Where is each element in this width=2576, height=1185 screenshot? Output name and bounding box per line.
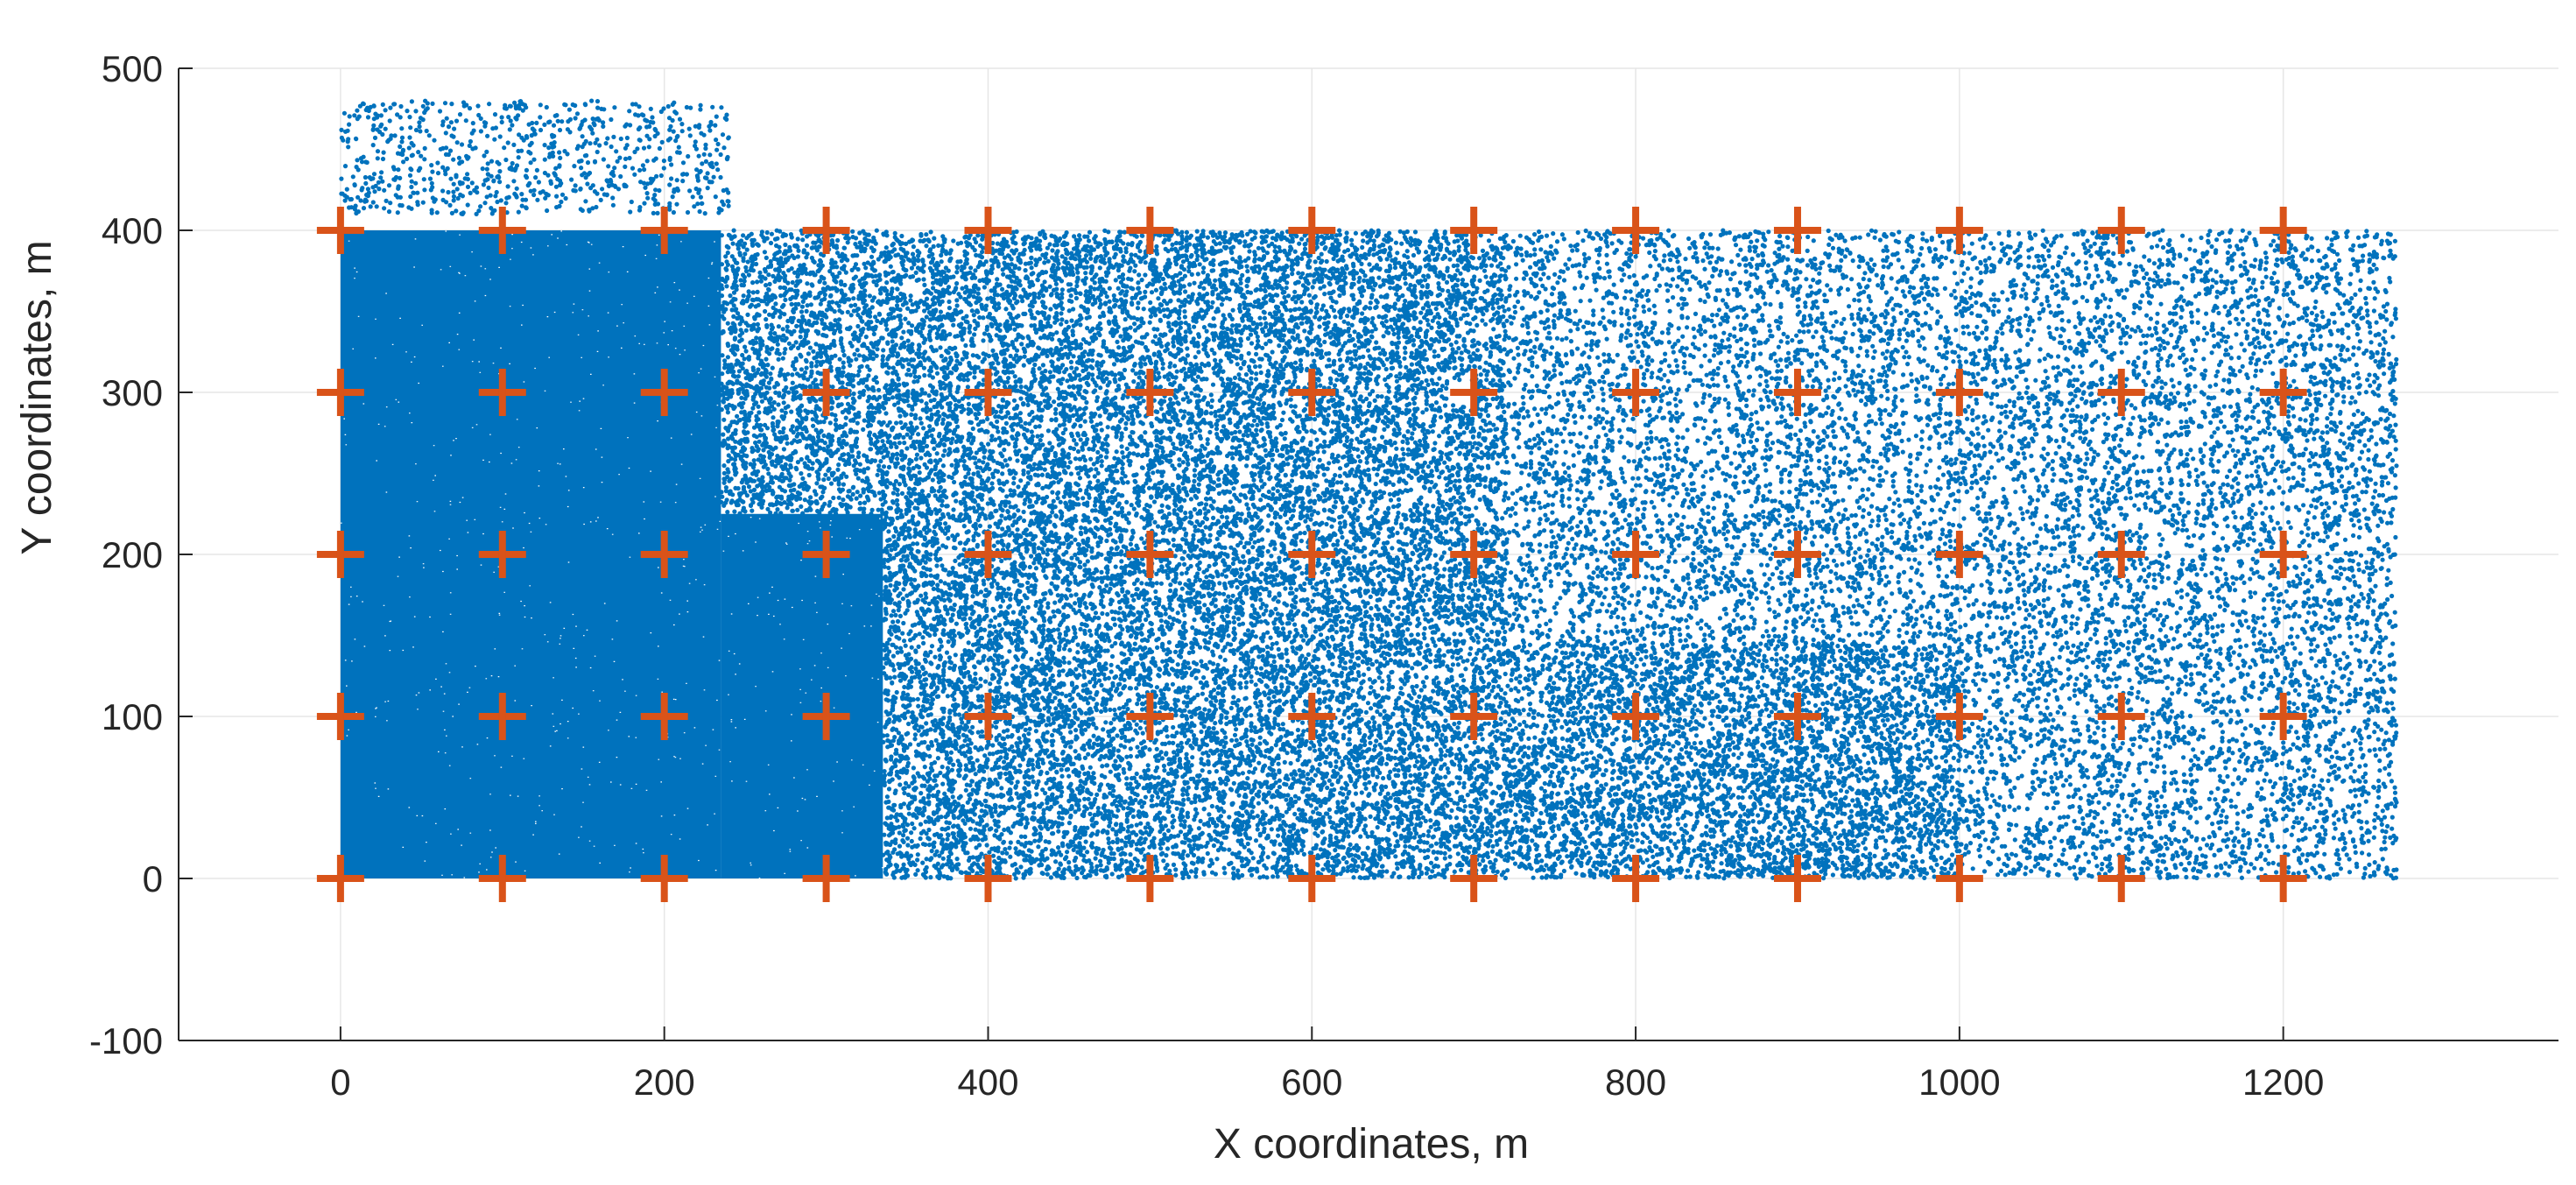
grid-point-marker: [1935, 207, 1983, 254]
grid-point-marker: [2097, 855, 2145, 902]
grid-point-marker: [2259, 531, 2307, 578]
grid-point-marker: [1773, 855, 1821, 902]
x-axis-label: X coordinates, m: [1214, 1121, 1529, 1167]
grid-point-marker: [802, 369, 850, 416]
grid-point-marker: [802, 693, 850, 740]
grid-point-marker: [1773, 369, 1821, 416]
x-tick-label: 1200: [2242, 1062, 2324, 1103]
grid-point-marker: [640, 207, 688, 254]
grid-point-marker: [478, 531, 526, 578]
x-tick-label: 0: [330, 1062, 350, 1103]
grid-point-marker: [2259, 369, 2307, 416]
y-tick-label: -100: [89, 1020, 163, 1062]
grid-point-marker: [478, 207, 526, 254]
x-tick-label: 800: [1605, 1062, 1666, 1103]
grid-point-marker: [478, 369, 526, 416]
y-tick-label: 200: [102, 534, 163, 575]
grid-point-marker: [1126, 531, 1174, 578]
point-cloud-region: [880, 228, 1509, 881]
grid-point-marker: [1935, 855, 1983, 902]
grid-point-marker: [1935, 693, 1983, 740]
grid-point-marker: [964, 693, 1012, 740]
grid-point-marker: [1450, 531, 1498, 578]
grid-point-marker: [1612, 207, 1660, 254]
grid-point-marker: [2259, 693, 2307, 740]
point-cloud-region: [1503, 228, 2399, 646]
grid-point-marker: [1288, 207, 1336, 254]
grid-point-marker: [2097, 693, 2145, 740]
grid-point-marker: [802, 207, 850, 254]
plus-layer: [316, 207, 2307, 902]
point-cloud-region: [1957, 641, 2399, 881]
grid-point-marker: [316, 369, 364, 416]
grid-point-marker: [1126, 369, 1174, 416]
grid-point-marker: [1288, 369, 1336, 416]
grid-point-marker: [964, 207, 1012, 254]
grid-point-marker: [478, 855, 526, 902]
grid-point-marker: [1288, 531, 1336, 578]
grid-point-marker: [478, 693, 526, 740]
grid-point-marker: [2097, 531, 2145, 578]
grid-point-marker: [640, 693, 688, 740]
grid-point-marker: [1450, 693, 1498, 740]
grid-point-marker: [316, 207, 364, 254]
grid-point-marker: [1450, 855, 1498, 902]
grid-point-marker: [1773, 693, 1821, 740]
point-cloud-region: [1503, 641, 1962, 881]
grid-point-marker: [964, 369, 1012, 416]
y-axis-label: Y coordinates, m: [14, 240, 60, 554]
dense-point-texture: [722, 517, 883, 879]
grid-point-marker: [2097, 207, 2145, 254]
grid-point-marker: [1126, 693, 1174, 740]
dense-point-cloud: [721, 513, 883, 878]
grid-point-marker: [1773, 207, 1821, 254]
grid-point-marker: [1126, 855, 1174, 902]
axes-layer: [178, 67, 2558, 1041]
grid-point-marker: [1612, 855, 1660, 902]
tick-label-layer: 0 200 400 600 800 1000 1200 -100 0 100 200 300 400 50…: [89, 48, 2324, 1103]
grid-point-marker: [1612, 531, 1660, 578]
grid-point-marker: [964, 531, 1012, 578]
grid-point-marker: [1288, 693, 1336, 740]
x-tick-label: 400: [957, 1062, 1018, 1103]
y-tick-label: 300: [102, 372, 163, 413]
point-cloud-region: [339, 98, 731, 216]
x-tick-label: 600: [1281, 1062, 1342, 1103]
grid-point-marker: [802, 531, 850, 578]
dense-point-texture: [341, 230, 722, 878]
x-tick-label: 200: [634, 1062, 695, 1103]
grid-point-marker: [316, 855, 364, 902]
point-cloud-region: [718, 228, 885, 517]
grid-point-marker: [802, 855, 850, 902]
grid-point-marker: [964, 855, 1012, 902]
x-tick-label: 1000: [1918, 1062, 2000, 1103]
grid-point-marker: [1612, 693, 1660, 740]
y-tick-label: 0: [143, 858, 163, 899]
grid-point-marker: [1773, 531, 1821, 578]
dots-layer: [339, 98, 2399, 881]
grid-point-marker: [1450, 207, 1498, 254]
grid-point-marker: [1126, 207, 1174, 254]
grid-point-marker: [1450, 369, 1498, 416]
grid-point-marker: [1612, 369, 1660, 416]
grid-point-marker: [2259, 207, 2307, 254]
y-tick-label: 400: [102, 210, 163, 251]
grid-point-marker: [316, 531, 364, 578]
grid-point-marker: [640, 855, 688, 902]
grid-point-marker: [2097, 369, 2145, 416]
grid-point-marker: [1935, 369, 1983, 416]
grid-point-marker: [640, 531, 688, 578]
y-tick-label: 100: [102, 696, 163, 737]
grid-point-marker: [640, 369, 688, 416]
grid-point-marker: [2259, 855, 2307, 902]
grid-point-marker: [316, 693, 364, 740]
grid-point-marker: [1935, 531, 1983, 578]
grid-point-marker: [1288, 855, 1336, 902]
y-tick-label: 500: [102, 48, 163, 89]
